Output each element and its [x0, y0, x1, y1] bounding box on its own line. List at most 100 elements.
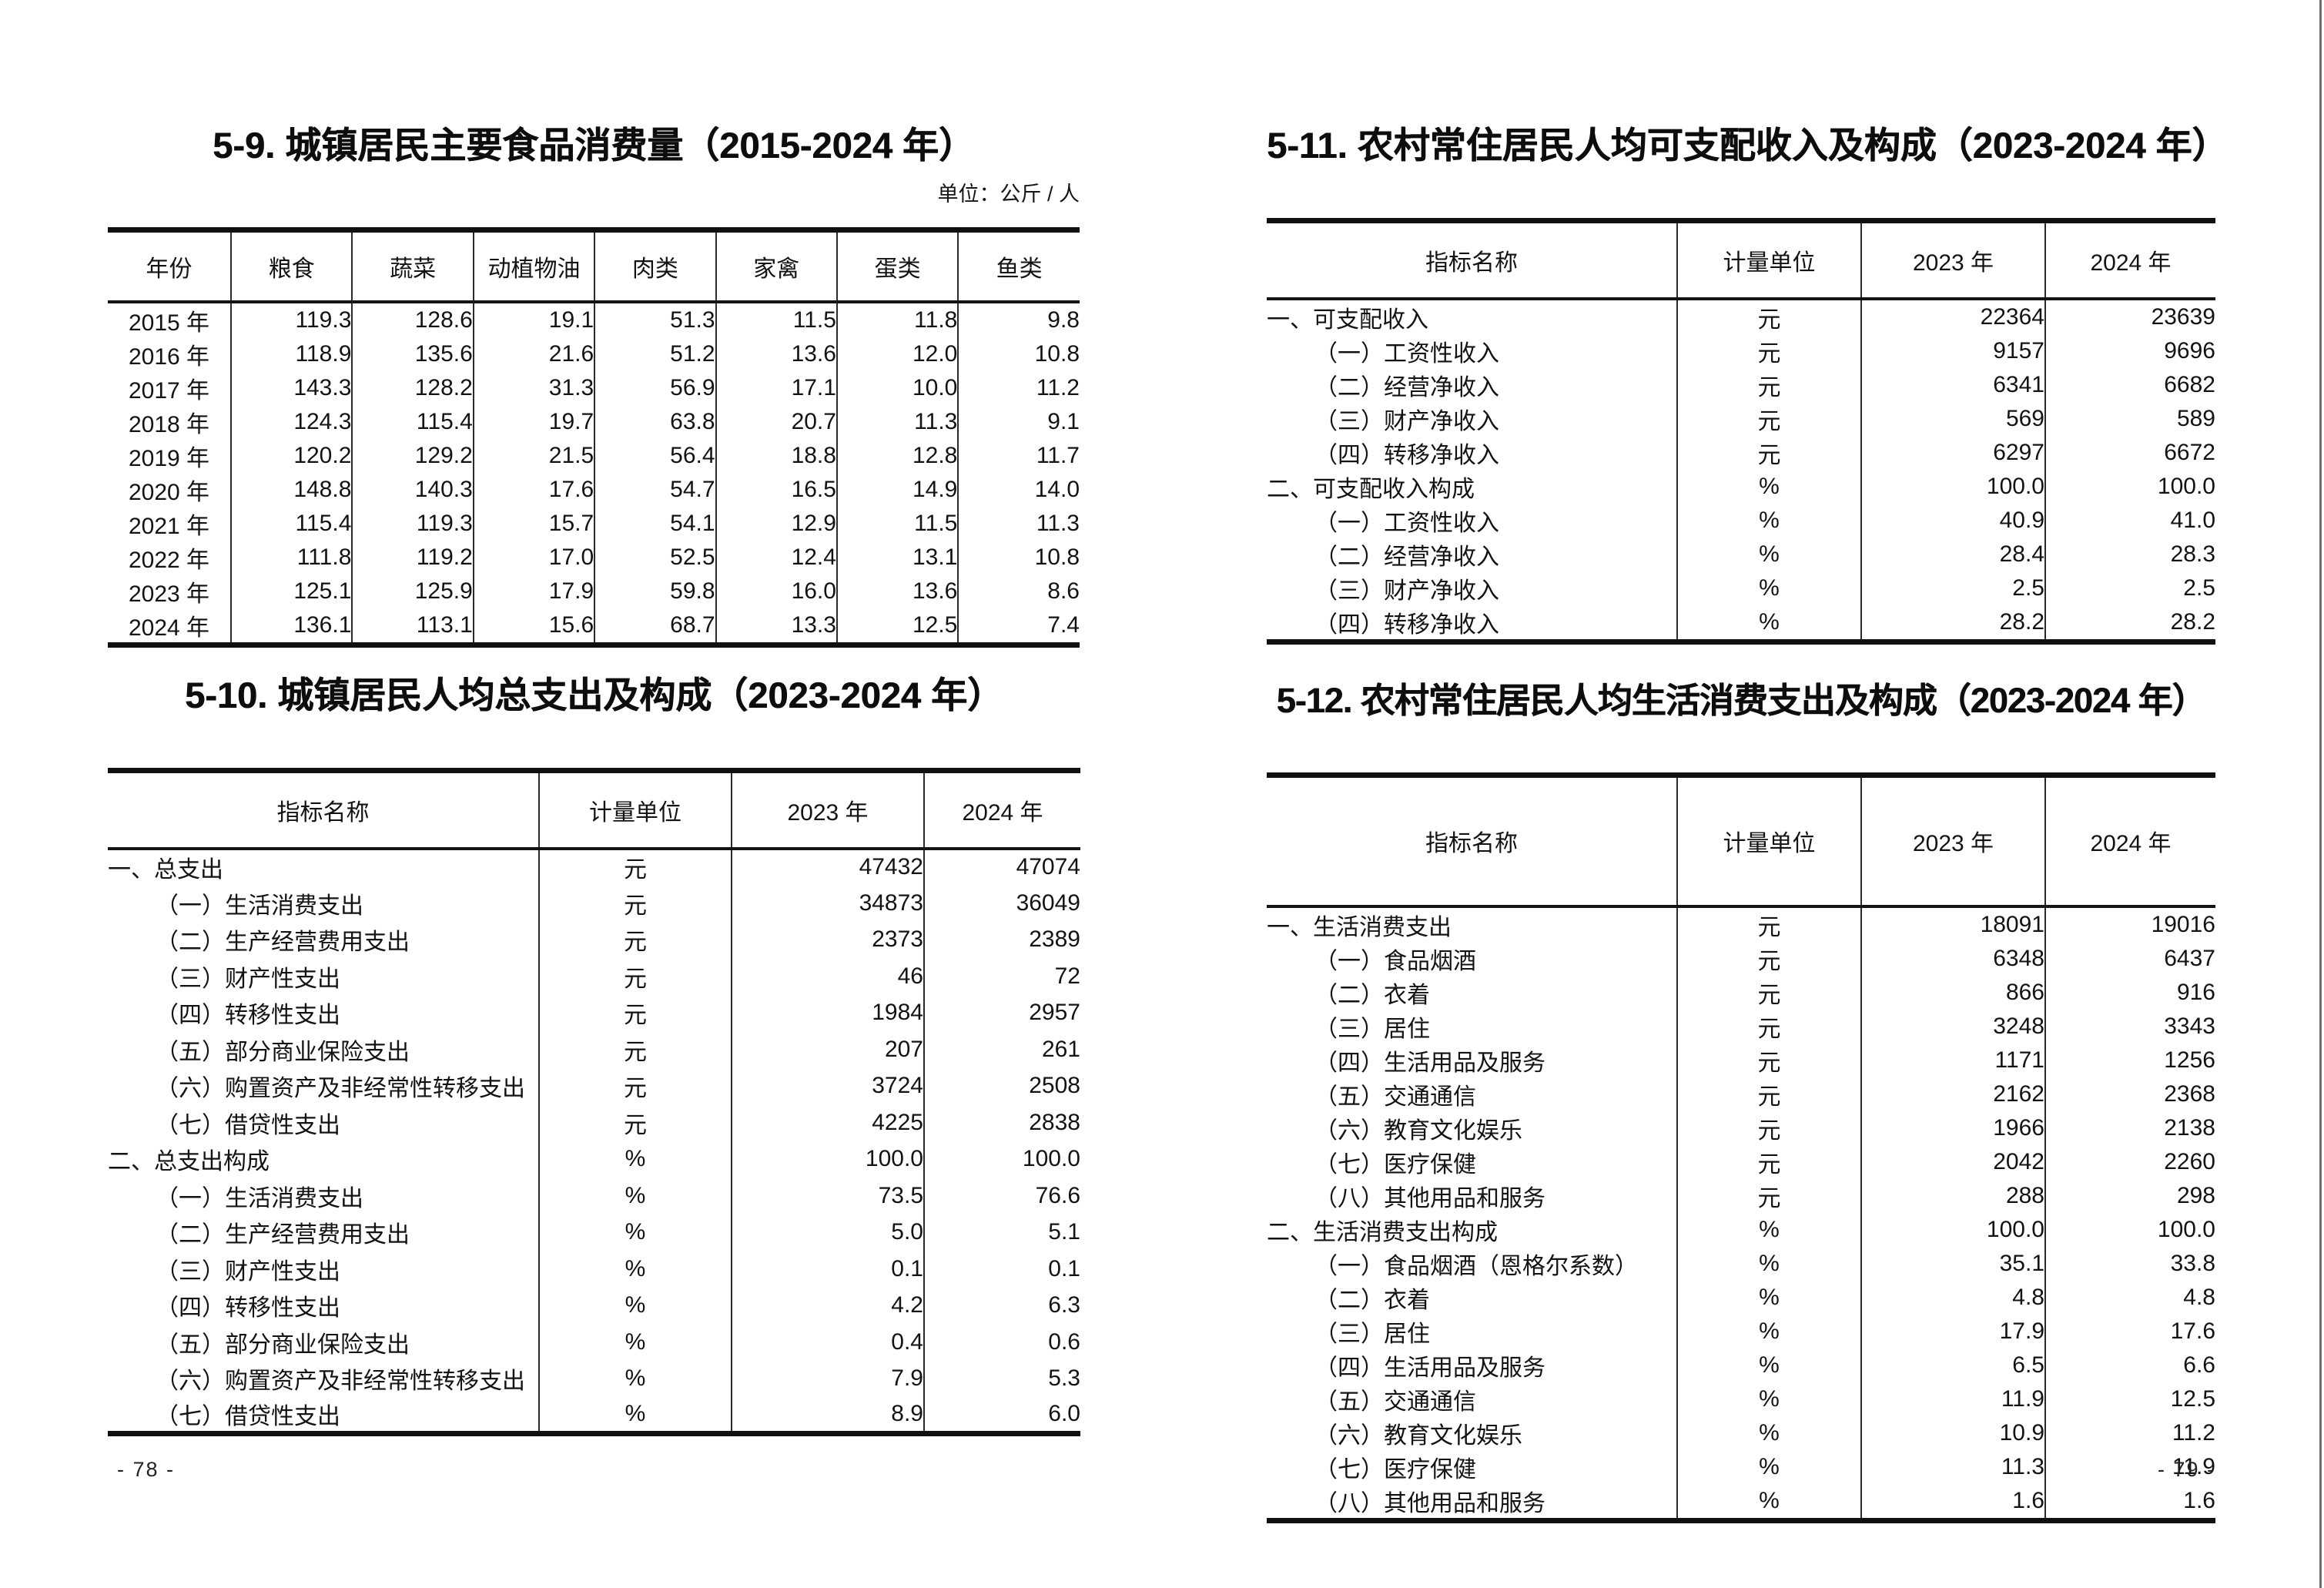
cell: 124.3 [229, 404, 353, 439]
cell: 元 [1676, 435, 1861, 470]
table-row: （一）工资性收入% 40.9 41.0 [1267, 503, 2215, 538]
table-row: 2021 年 115.4 119.3 15.7 54.1 12.9 11.5 11.3 [108, 506, 1080, 541]
cell: 136.1 [229, 608, 353, 645]
table-row: （一）工资性收入 元 9157 9696 [1267, 333, 2215, 368]
cell: % [538, 1141, 732, 1178]
cell: 866 [1860, 975, 2045, 1010]
table-row: （六）教育文化娱乐 元 1966 2138 [1267, 1111, 2215, 1145]
cell: （七）医疗保健 [1314, 1151, 1476, 1178]
cell: 54.1 [594, 506, 716, 541]
table-row: （三）财产性支出% 0.1 0.1 [108, 1251, 1080, 1288]
cell: （二）衣着 [1314, 982, 1430, 1008]
cell: 47074 [923, 848, 1080, 885]
column-header: 计量单位 [538, 770, 732, 850]
cell: （四）转移性支出 [156, 1295, 340, 1322]
cell: 元 [1676, 1144, 1861, 1179]
column-header: 指标名称 [1267, 220, 1677, 300]
cell: 元 [538, 1067, 732, 1104]
cell: 16.5 [715, 472, 837, 507]
cell: % [1676, 1246, 1861, 1281]
table-row: 一、生活消费支出 元 18091 19016 [1267, 906, 2215, 942]
cell: 20.7 [715, 404, 837, 439]
cell: 6.5 [1860, 1348, 2045, 1382]
cell: 6682 [2044, 367, 2215, 402]
cell: （四）转移净收入 [1314, 442, 1499, 468]
cell: % [1676, 1314, 1861, 1348]
cell: 12.4 [715, 540, 837, 575]
column-header: 肉类 [594, 229, 716, 303]
cell: 元 [538, 958, 732, 995]
cell: 2508 [923, 1067, 1080, 1104]
cell: 2260 [2044, 1144, 2215, 1179]
cell: 34873 [731, 885, 924, 922]
cell: 6297 [1860, 435, 2045, 470]
cell: 135.6 [351, 337, 474, 371]
cell: 9696 [2044, 333, 2215, 368]
table-row: （二）生产经营费用支出% 5.0 5.1 [108, 1214, 1080, 1251]
cell: 6.6 [2044, 1348, 2215, 1382]
cell: （七）借贷性支出 [156, 1112, 340, 1138]
cell: 1256 [2044, 1043, 2215, 1077]
cell: 52.5 [594, 540, 716, 575]
cell: 916 [2044, 975, 2215, 1010]
cell: 59.8 [594, 574, 716, 608]
cell: 128.6 [351, 301, 474, 337]
cell: 元 [1676, 367, 1861, 402]
cell: 一、总支出 [108, 857, 223, 883]
cell: （七）借贷性支出 [156, 1404, 340, 1429]
column-header: 2023 年 [1860, 775, 2045, 908]
cell: （四）生活用品及服务 [1314, 1050, 1545, 1076]
cell: （五）部分商业保险支出 [156, 1039, 410, 1065]
cell: 298 [2044, 1178, 2215, 1213]
table-row: （六）购置资产及非经常性转移支出元 3724 2508 [108, 1067, 1080, 1104]
table-row: （三）财产净收入% 2.5 2.5 [1267, 571, 2215, 605]
table-row: 2020 年 148.8 140.3 17.6 54.7 16.5 14.9 14.0 [108, 472, 1080, 507]
table-row: 2018 年 124.3 115.4 19.7 63.8 20.7 11.3 9.1 [108, 404, 1080, 439]
cell: 9157 [1860, 333, 2045, 368]
cell: 2.5 [2044, 571, 2215, 605]
cell: 100.0 [1860, 1212, 2045, 1247]
cell: 二、生活消费支出构成 [1267, 1219, 1498, 1245]
cell: 28.4 [1860, 537, 2045, 571]
cell: 589 [2044, 401, 2215, 436]
cell: （八）其他用品和服务 [1314, 1490, 1545, 1516]
cell: 17.6 [472, 472, 595, 507]
cell: 46 [731, 958, 924, 995]
cell: 13.1 [836, 540, 959, 575]
cell: 6.3 [923, 1287, 1080, 1324]
cell: 125.1 [229, 574, 353, 608]
cell: 21.5 [472, 438, 595, 473]
cell: 31.3 [472, 370, 595, 405]
cell: % [1676, 1348, 1861, 1382]
cell: （四）转移净收入 [1314, 611, 1499, 638]
table-row: （五）部分商业保险支出% 0.4 0.6 [108, 1324, 1080, 1361]
table-row: 2019 年 120.2 129.2 21.5 56.4 18.8 12.8 11.7 [108, 438, 1080, 473]
cell: 115.4 [229, 506, 353, 541]
cell: 10.0 [836, 370, 959, 405]
cell: 3343 [2044, 1009, 2215, 1044]
cell: 100.0 [731, 1141, 924, 1178]
cell: （五）交通通信 [1314, 1389, 1476, 1415]
table-row: 2016 年 118.9 135.6 21.6 51.2 13.6 12.0 10.8 [108, 337, 1080, 371]
cell: % [538, 1251, 732, 1288]
cell: 10.8 [957, 540, 1080, 575]
cell: 118.9 [229, 337, 353, 371]
cell: （二）经营净收入 [1314, 374, 1499, 400]
cell: 54.7 [594, 472, 716, 507]
cell: 12.8 [836, 438, 959, 473]
table-row: （七）医疗保健% 11.3 11.9 [1267, 1449, 2215, 1484]
cell: 元 [538, 1031, 732, 1068]
cell: 120.2 [229, 438, 353, 473]
cell: （三）财产净收入 [1314, 408, 1499, 434]
cell: 100.0 [2044, 469, 2215, 504]
cell: 19016 [2044, 906, 2215, 942]
urban-expenditure-table: 指标名称 计量单位 2023 年 2024 年 一、总支出元 47432 47074 （一）… [108, 768, 1080, 1436]
column-header: 计量单位 [1676, 775, 1861, 908]
table-row: （一）生活消费支出% 73.5 76.6 [108, 1178, 1080, 1214]
cell: 元 [538, 994, 732, 1031]
cell: 12.9 [715, 506, 837, 541]
cell: 143.3 [229, 370, 353, 405]
cell: % [1676, 1449, 1861, 1484]
cell: 元 [1676, 906, 1861, 942]
cell: （一）生活消费支出 [156, 893, 363, 919]
